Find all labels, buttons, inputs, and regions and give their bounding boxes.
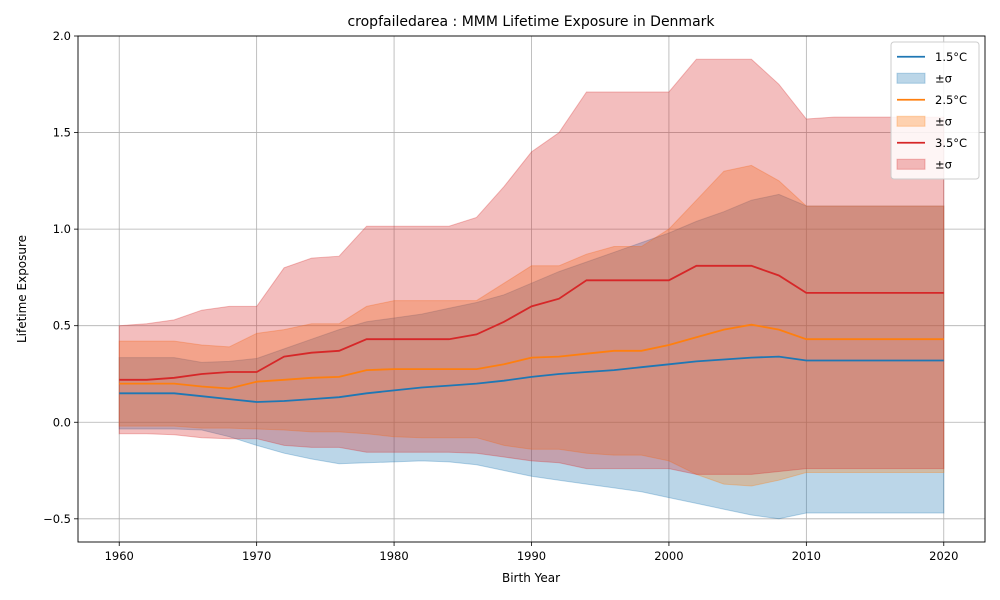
x-tick-label: 2010: [792, 549, 821, 563]
band-3: [118, 58, 945, 475]
plot-area: [118, 58, 945, 520]
y-tick-label: 1.5: [53, 126, 71, 140]
x-tick-label: 2000: [654, 549, 683, 563]
chart-title: cropfailedarea : MMM Lifetime Exposure i…: [347, 14, 715, 30]
y-tick-label: 1.0: [53, 222, 71, 236]
series-line-1: [119, 355, 944, 403]
y-axis-label: Lifetime Exposure: [15, 235, 29, 343]
y-tick-label: 0.5: [53, 319, 71, 333]
legend-band-swatch: [896, 115, 926, 127]
legend-box: [890, 41, 980, 180]
legend-label: 3.5°C: [935, 136, 967, 150]
legend-label: 2.5°C: [935, 93, 967, 107]
y-tick-label: 2.0: [53, 29, 71, 43]
y-tick-label: −0.5: [43, 512, 71, 526]
x-tick-label: 1990: [517, 549, 546, 563]
series-line-3: [119, 264, 944, 381]
legend-band-label: ±σ: [935, 114, 952, 128]
x-axis-label: Birth Year: [502, 571, 560, 585]
band-2: [118, 164, 945, 487]
series-line-2: [119, 323, 944, 390]
legend-band-swatch: [896, 158, 926, 170]
x-tick-label: 1980: [379, 549, 408, 563]
band-1: [118, 193, 945, 520]
x-tick-label: 2020: [929, 549, 958, 563]
legend-label: 1.5°C: [935, 50, 967, 64]
y-tick-label: 0.0: [53, 415, 71, 429]
legend-band-label: ±σ: [935, 71, 952, 85]
legend-band-swatch: [896, 72, 926, 84]
legend-band-label: ±σ: [935, 157, 952, 171]
x-tick-label: 1960: [105, 549, 134, 563]
x-tick-label: 1970: [242, 549, 271, 563]
